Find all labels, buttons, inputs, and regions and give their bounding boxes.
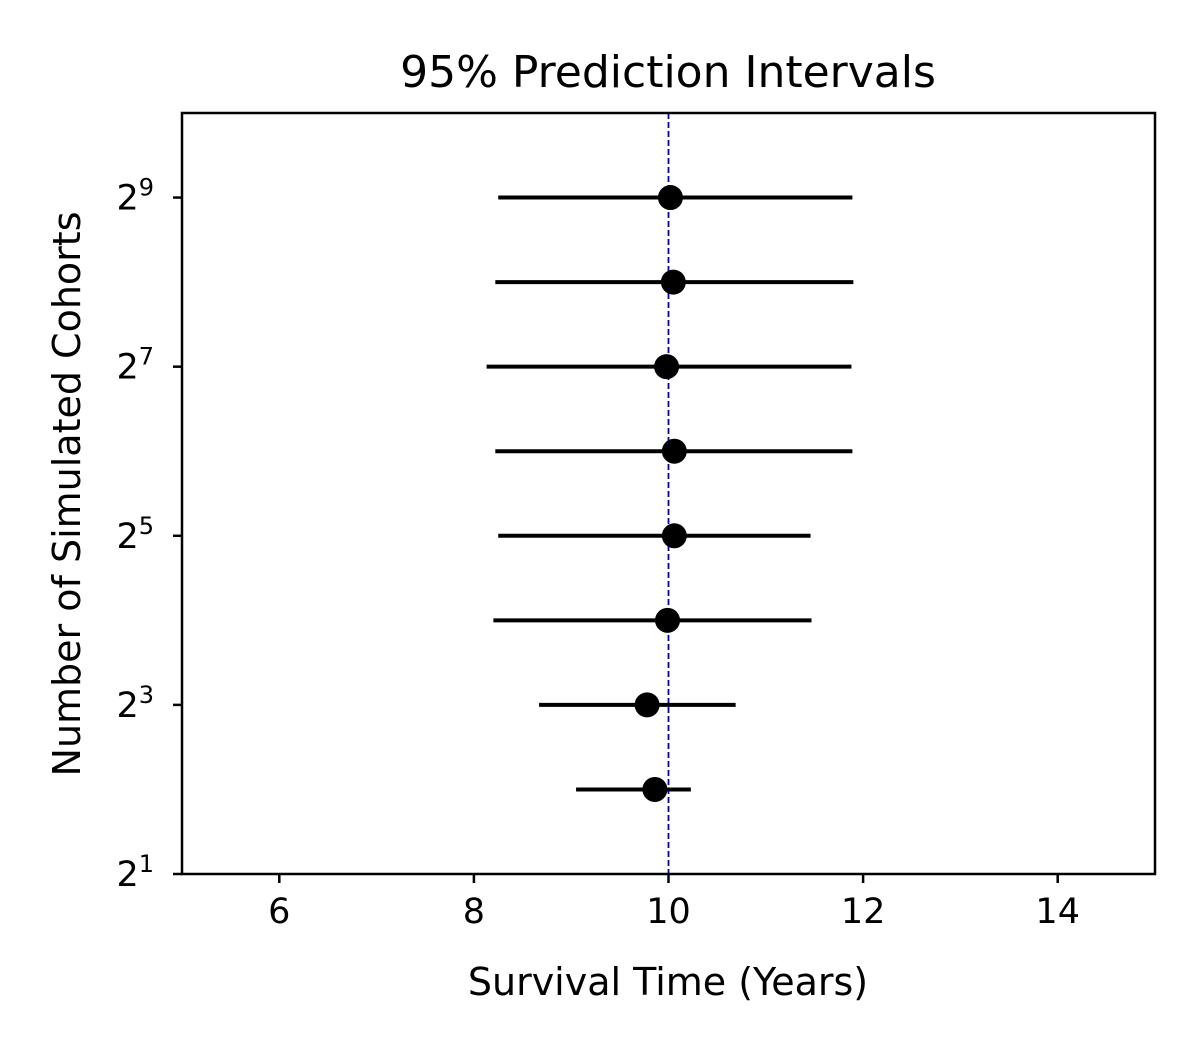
y-tick-label: 21 [116, 850, 154, 895]
mean-point-512 [657, 185, 683, 211]
mean-point-8 [634, 692, 660, 718]
mean-point-32 [661, 523, 687, 549]
chart-title: 95% Prediction Intervals [400, 47, 936, 98]
x-tick-label: 8 [463, 892, 485, 932]
mean-point-256 [660, 269, 686, 295]
mean-point-128 [654, 354, 680, 380]
y-axis: 21 23 25 27 29 [116, 174, 182, 895]
y-tick-label: 23 [116, 681, 154, 726]
plot-area [486, 113, 854, 874]
x-axis: 6 8 10 12 14 [268, 874, 1080, 932]
x-tick-label: 10 [646, 892, 691, 932]
mean-point-16 [655, 607, 681, 633]
x-tick-label: 12 [841, 892, 886, 932]
y-tick-label: 25 [116, 512, 154, 557]
x-tick-label: 14 [1035, 892, 1080, 932]
y-tick-label: 29 [116, 174, 154, 219]
mean-point-64 [661, 438, 687, 464]
x-tick-label: 6 [268, 892, 290, 932]
x-axis-label: Survival Time (Years) [468, 960, 868, 1004]
y-axis-label: Number of Simulated Cohorts [45, 212, 89, 777]
y-tick-label: 27 [116, 343, 154, 388]
mean-point-4 [642, 776, 668, 802]
